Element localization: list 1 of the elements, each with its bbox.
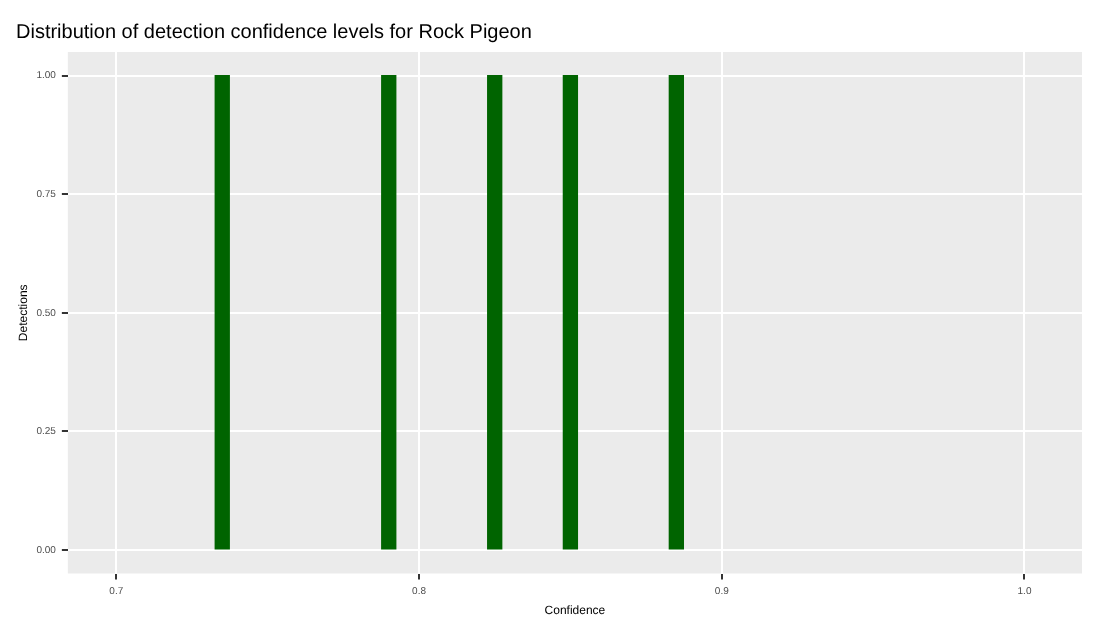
chart-title: Distribution of detection confidence levels for Rock Pigeon bbox=[16, 21, 532, 44]
